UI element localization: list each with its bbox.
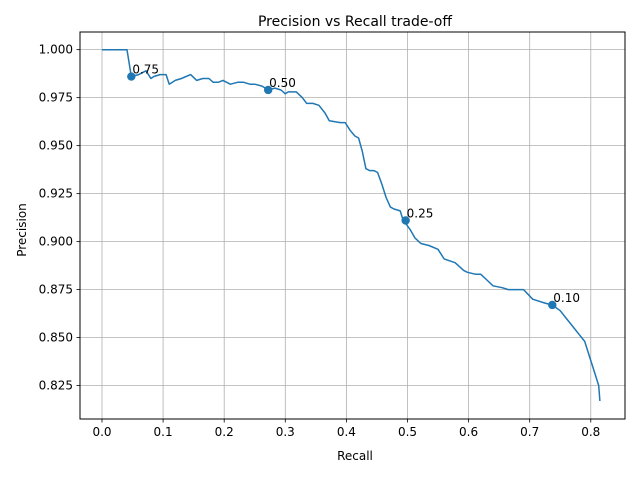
y-gridlines (80, 49, 625, 386)
threshold-markers: 0.75 0.50 0.25 0.10 (127, 63, 580, 310)
threshold-marker (127, 72, 136, 81)
y-axis-title: Precision (15, 203, 29, 257)
chart-title: Precision vs Recall trade-off (258, 14, 452, 30)
x-tick-label: 0.0 (92, 425, 111, 439)
x-tick-label: 0.6 (459, 425, 478, 439)
x-tick-label: 0.3 (276, 425, 295, 439)
plot-frame (79, 31, 626, 420)
y-tick-label: 0.900 (39, 235, 73, 249)
y-tick-label: 0.975 (39, 91, 73, 105)
y-axis-ticks: 0.825 0.850 0.875 0.900 0.925 0.950 0.975 1.000 (39, 43, 80, 393)
threshold-marker (401, 216, 410, 225)
x-tick-label: 0.2 (215, 425, 234, 439)
x-tick-label: 0.8 (581, 425, 600, 439)
y-tick-label: 1.000 (39, 43, 73, 57)
precision-recall-line (102, 48, 601, 402)
x-tick-label: 0.5 (398, 425, 417, 439)
y-tick-label: 0.925 (39, 187, 73, 201)
series-layer (102, 48, 601, 402)
y-tick-label: 0.875 (39, 283, 73, 297)
threshold-label: 0.75 (132, 63, 159, 77)
threshold-marker (548, 300, 557, 310)
threshold-label: 0.25 (407, 207, 434, 221)
y-tick-label: 0.950 (39, 139, 73, 153)
threshold-marker (263, 85, 273, 95)
x-tick-label: 0.7 (520, 425, 539, 439)
x-axis-title: Recall (337, 449, 373, 463)
x-tick-label: 0.4 (337, 425, 356, 439)
x-tick-label: 0.1 (154, 425, 173, 439)
x-axis-ticks: 0.0 0.1 0.2 0.3 0.4 0.5 0.6 0.7 0.8 (92, 419, 600, 439)
y-tick-label: 0.850 (39, 331, 73, 345)
threshold-label: 0.10 (553, 291, 580, 305)
threshold-label: 0.50 (269, 76, 296, 90)
plot-area (80, 32, 625, 419)
y-tick-label: 0.825 (39, 379, 73, 393)
